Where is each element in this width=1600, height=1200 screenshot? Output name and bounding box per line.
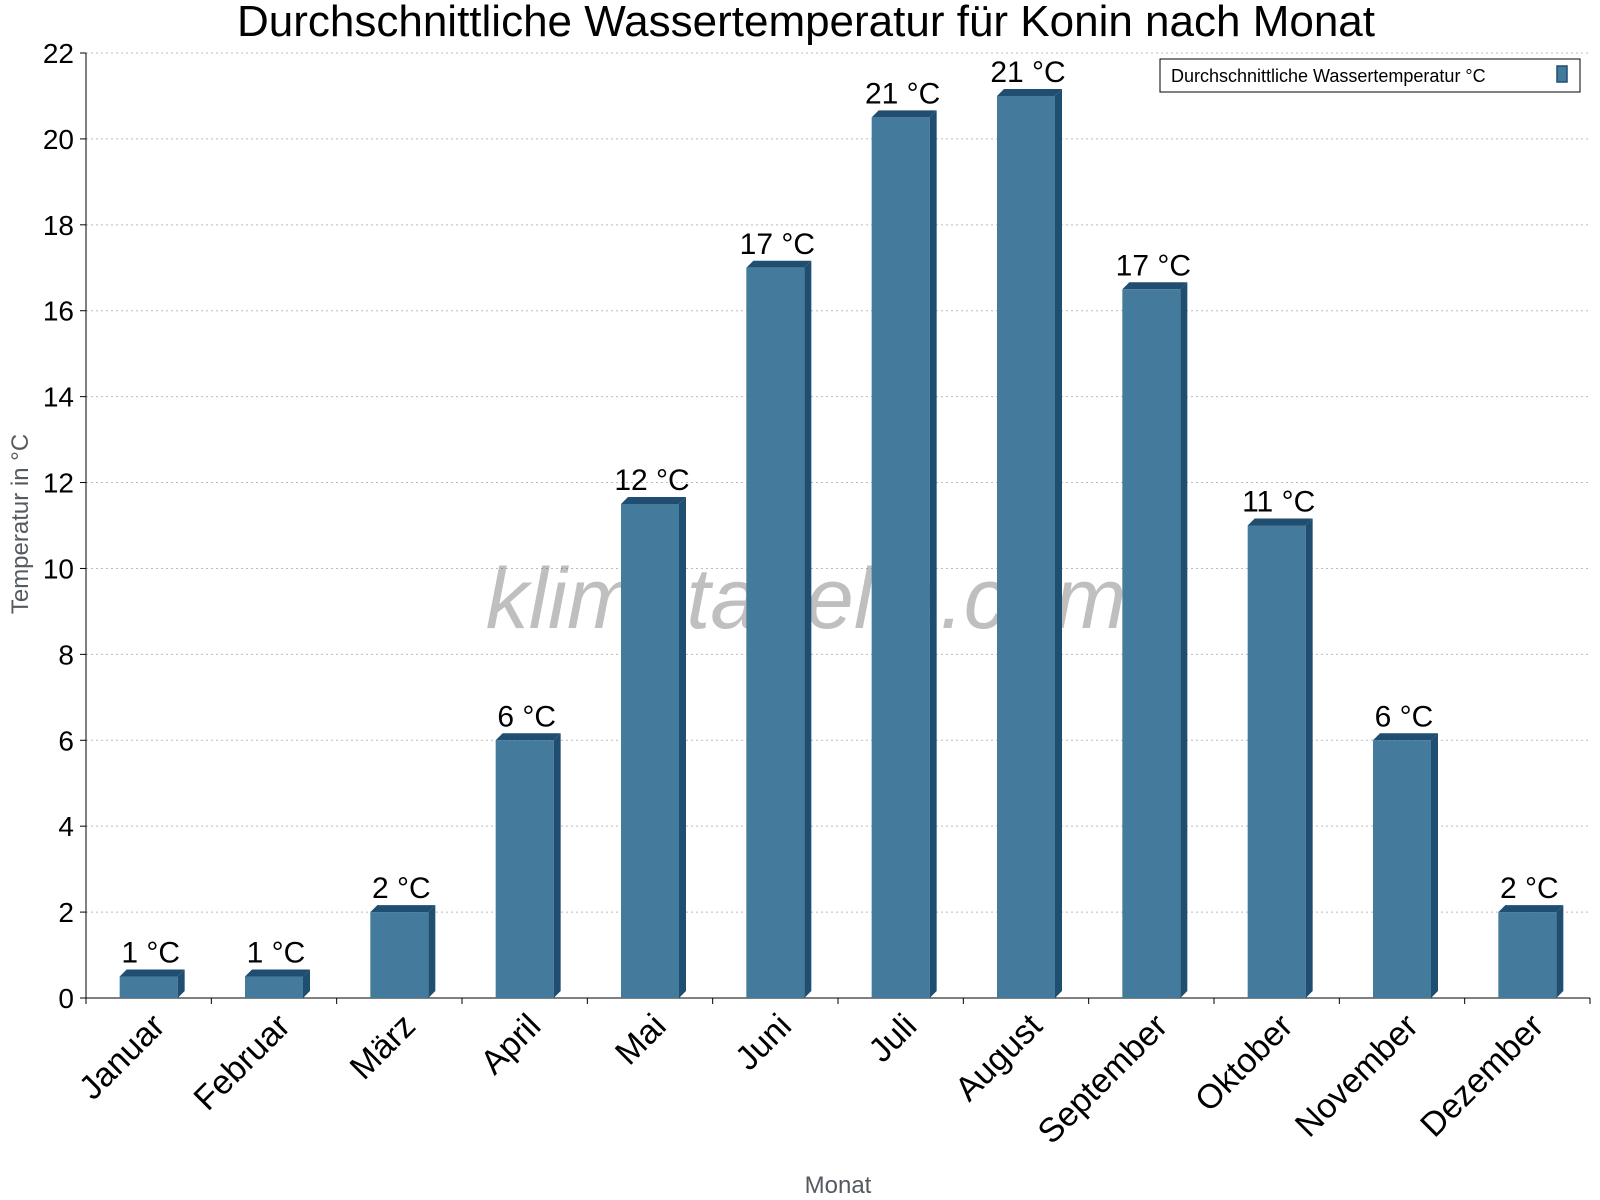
bar-value-label: 2 °C (1500, 872, 1559, 905)
y-tick-label: 8 (58, 639, 74, 670)
bars: 1 °C 1 °C 2 °C 6 °C 12 °C 17 °C 21 °C 21 °C 17 °… (119, 56, 1564, 999)
bar-group: 2 °C (1498, 872, 1564, 998)
bar-group: 1 °C (245, 937, 310, 998)
bar-top (1498, 905, 1564, 913)
bar-group: 11 °C (1242, 486, 1315, 998)
legend-box (1159, 58, 1581, 93)
bar (1247, 525, 1306, 998)
bar (1373, 740, 1431, 998)
bar (119, 976, 178, 998)
bar-value-label: 11 °C (1242, 486, 1315, 519)
bar (1498, 912, 1557, 998)
bar-top (370, 905, 436, 913)
bar-value-label: 12 °C (614, 464, 689, 497)
grid-lines (86, 52, 1590, 913)
bar-side (1305, 518, 1313, 998)
legend-swatch (1556, 65, 1568, 83)
bar-value-label: 21 °C (865, 77, 940, 110)
bar-group: 17 °C (1116, 249, 1191, 998)
y-tick-labels: 0 2 4 6 8 10 12 14 16 18 20 22 (43, 38, 74, 1014)
bar-group: 17 °C (740, 228, 815, 999)
x-tick-label: Juli (861, 1007, 924, 1070)
y-tick-label: 0 (58, 983, 74, 1014)
x-tick-label: September (1031, 1007, 1175, 1151)
x-tick-label: August (948, 1006, 1050, 1108)
bar-top (119, 969, 185, 977)
y-tick-label: 22 (43, 38, 74, 69)
y-tick-label: 12 (43, 468, 74, 499)
bar-value-label: 6 °C (1375, 700, 1434, 733)
bar (1122, 289, 1181, 998)
bar-top (997, 88, 1062, 96)
bar (871, 117, 930, 998)
bar-top (1122, 282, 1188, 290)
bar (746, 267, 805, 999)
bar-value-label: 1 °C (247, 937, 306, 970)
axes (80, 52, 1591, 1004)
bar-side (1431, 733, 1438, 998)
bar-value-label: 1 °C (121, 937, 180, 970)
x-tick-label: März (343, 1007, 423, 1087)
x-tick-label: Oktober (1188, 1007, 1300, 1119)
y-tick-label: 10 (43, 553, 74, 584)
bar-side (1055, 88, 1062, 999)
x-tick-label: Dezember (1413, 1007, 1551, 1145)
y-tick-label: 16 (43, 296, 74, 327)
bar-group: 6 °C (1373, 700, 1438, 998)
bar-value-label: 6 °C (497, 700, 556, 733)
legend-label: Durchschnittliche Wassertemperatur °C (1171, 66, 1486, 86)
bar-top (245, 969, 310, 977)
y-tick-label: 6 (58, 725, 74, 756)
bar-side (553, 733, 561, 998)
bar-side (303, 969, 310, 998)
bar-value-label: 2 °C (372, 872, 431, 905)
bar (621, 504, 679, 998)
bar-top (621, 497, 686, 505)
bar (245, 976, 303, 998)
bar-group: 1 °C (119, 937, 185, 998)
bar-side (929, 110, 937, 998)
bar-group: 21 °C (990, 56, 1066, 999)
bar-top (871, 110, 937, 118)
bar-top (1247, 518, 1313, 526)
bar (997, 95, 1055, 999)
y-axis-label: Temperatur in °C (7, 434, 34, 614)
x-tick-label: November (1288, 1007, 1426, 1145)
x-tick-labels: Januar Februar März April Mai Juni Juli AugustS… (72, 1006, 1551, 1151)
x-axis-label: Monat (805, 1172, 872, 1199)
legend: Durchschnittliche Wassertemperatur °C (1159, 58, 1581, 93)
bar-side (177, 969, 185, 998)
x-tick-label: Mai (608, 1007, 674, 1073)
chart-title: Durchschnittliche Wassertemperatur für K… (237, 0, 1375, 46)
bar-side (428, 905, 436, 998)
bar-group: 12 °C (614, 464, 690, 998)
bar-side (679, 497, 686, 998)
bar-side (804, 260, 812, 999)
x-tick-label: Januar (72, 1007, 172, 1107)
bar-group: 21 °C (865, 77, 940, 998)
y-tick-label: 18 (43, 210, 74, 241)
y-tick-label: 14 (43, 382, 74, 413)
bar-side (1556, 905, 1564, 998)
y-tick-label: 2 (58, 897, 74, 928)
y-tick-label: 20 (43, 124, 74, 155)
x-tick-label: Februar (187, 1007, 298, 1118)
bar (370, 912, 429, 998)
bar-value-label: 17 °C (740, 228, 815, 261)
bar-group: 2 °C (370, 872, 436, 998)
bar-value-label: 21 °C (990, 56, 1065, 89)
x-tick-label: April (473, 1007, 548, 1082)
bar-top (495, 733, 561, 741)
bar-top (746, 260, 812, 268)
bar-group: 6 °C (495, 700, 561, 998)
y-tick-label: 4 (58, 811, 74, 842)
x-tick-label: Juni (728, 1007, 799, 1078)
bar-side (1180, 282, 1188, 998)
bar-value-label: 17 °C (1116, 249, 1191, 282)
bar (495, 740, 554, 998)
bar-top (1373, 733, 1438, 741)
